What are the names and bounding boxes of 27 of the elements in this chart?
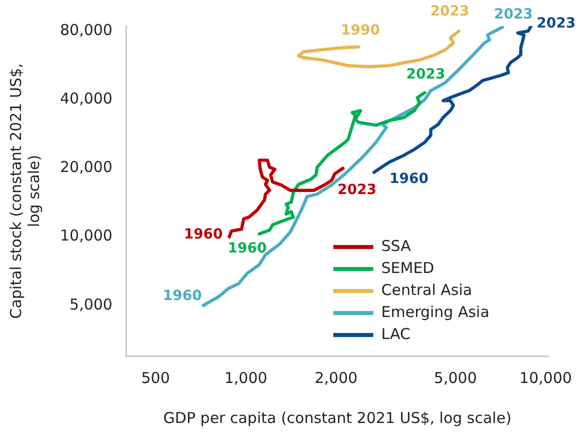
legend-label: SSA — [381, 236, 412, 255]
x-tick-label: 500 — [141, 368, 170, 387]
legend-label: LAC — [381, 324, 410, 343]
legend-label: SEMED — [381, 258, 434, 277]
x-axis-title: GDP per capita (constant 2021 US$, log scale) — [163, 408, 512, 427]
legend-label: Central Asia — [381, 280, 472, 299]
text: 2023 — [430, 4, 470, 20]
annotation: 1990 — [341, 22, 380, 38]
annotation: 1960 — [184, 226, 224, 242]
y-tick-label: 5,000 — [70, 295, 112, 314]
annotation: 2023 — [406, 66, 446, 82]
annotation: 1960 — [390, 170, 429, 187]
x-tick-label: 2,000 — [314, 368, 358, 387]
y-tick-label: 20,000 — [60, 158, 112, 176]
annotation: 2023 — [338, 182, 376, 198]
x-tick-label: 1,000 — [224, 368, 268, 387]
x-tick-label: 10,000 — [519, 368, 572, 387]
y-axis-title: Capital stock (constant 2021 US$, log scale) — [6, 63, 43, 319]
text: 2023 — [494, 6, 533, 23]
y-tick-label: 40,000 — [60, 90, 112, 108]
y-tick-label: 10,000 — [60, 226, 112, 245]
annotation: 1960 — [228, 240, 268, 257]
y-tick-label: 80,000 — [60, 20, 112, 39]
legend-label: Emerging Asia — [381, 302, 490, 321]
annotation: 2023 — [536, 16, 576, 32]
annotation: 1960 — [162, 288, 202, 304]
x-tick-label: 5,000 — [434, 368, 477, 387]
